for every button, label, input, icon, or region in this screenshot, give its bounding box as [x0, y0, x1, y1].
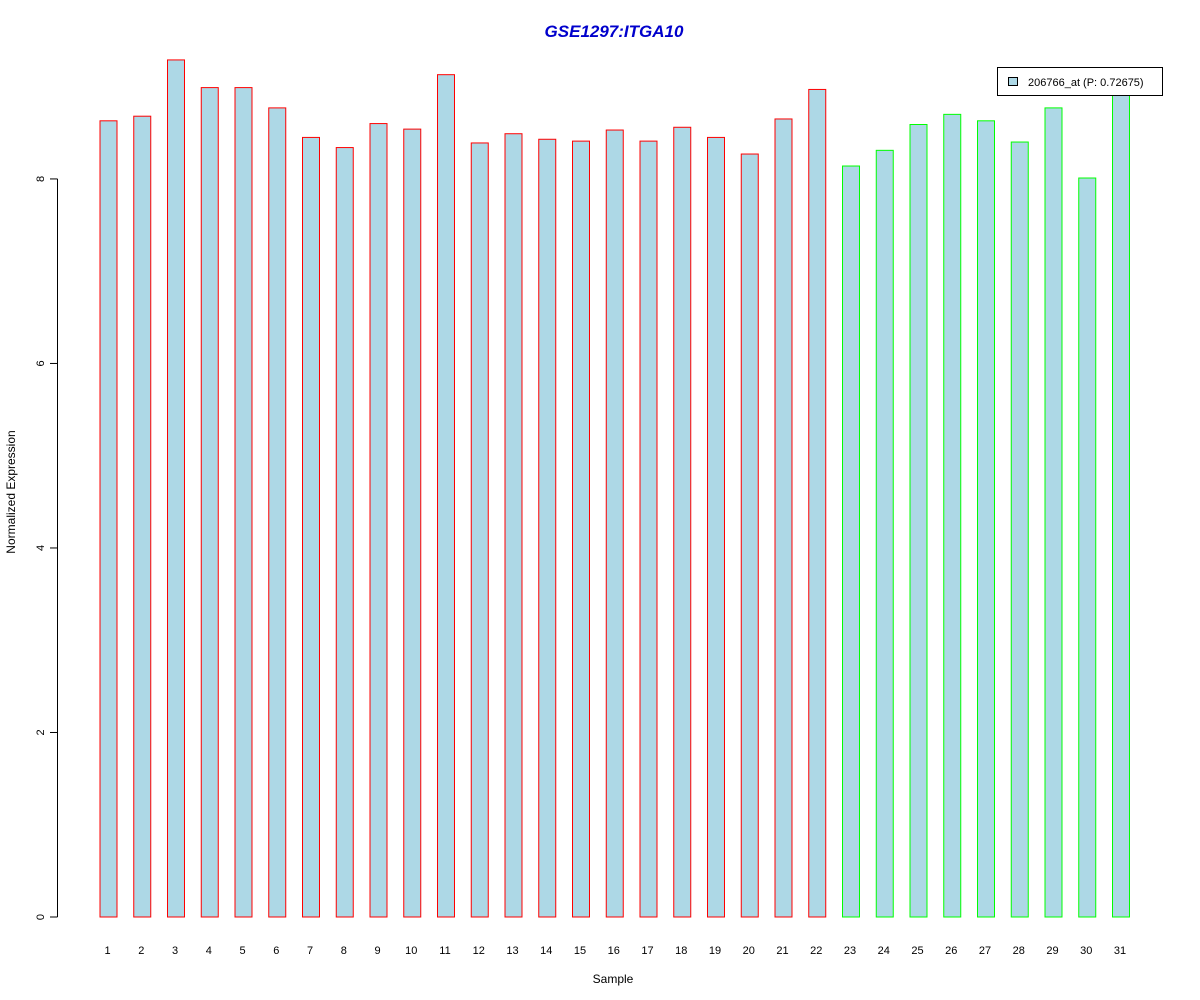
x-tick-label: 19: [709, 945, 721, 957]
x-axis-label: Sample: [593, 972, 634, 986]
x-tick-label: 18: [675, 945, 687, 957]
bar: [538, 138, 557, 918]
bar: [234, 87, 253, 918]
bar: [268, 107, 287, 918]
bar: [572, 140, 590, 918]
bar: [369, 123, 388, 918]
y-tick-label: 0: [35, 914, 47, 920]
bar: [200, 87, 219, 918]
x-tick-label: 3: [172, 945, 178, 957]
x-tick-label: 17: [641, 945, 653, 957]
bar: [808, 88, 827, 918]
x-tick-label: 16: [608, 945, 620, 957]
bar-series: [99, 59, 1130, 918]
x-tick-label: 14: [540, 945, 552, 957]
x-tick-label: 26: [945, 945, 957, 957]
bar: [774, 118, 793, 918]
bar: [740, 153, 759, 918]
x-tick-label: 29: [1046, 945, 1058, 957]
bar: [842, 165, 860, 918]
bar: [943, 113, 962, 918]
bar: [167, 59, 185, 918]
x-tick-label: 30: [1080, 945, 1092, 957]
x-tick-labels: 1 2 3 4 5 6 7 8 9 10 11 12 13 14 15 16 17 18 19 20 21 22 23 24 2…: [104, 945, 1126, 957]
x-tick-label: 9: [374, 945, 380, 957]
bar: [875, 149, 894, 918]
x-tick-label: 31: [1114, 945, 1126, 957]
y-tick-label: 2: [35, 729, 47, 735]
bar: [437, 74, 455, 918]
x-tick-label: 8: [341, 945, 347, 957]
x-tick-label: 25: [911, 945, 923, 957]
x-tick-label: 21: [776, 945, 788, 957]
legend-box: [997, 67, 1163, 96]
y-tick-label: 8: [35, 176, 47, 182]
bar: [707, 136, 725, 918]
bar: [977, 120, 995, 918]
legend: 206766_at (P: 0.72675): [997, 67, 1163, 96]
y-axis: 0 2 4 6 8: [35, 176, 58, 920]
x-tick-label: 28: [1013, 945, 1025, 957]
bar: [1010, 141, 1029, 918]
x-tick-label: 23: [844, 945, 856, 957]
bar: [1112, 92, 1130, 918]
bar: [605, 129, 624, 918]
bar: [335, 147, 354, 918]
legend-swatch: [1008, 77, 1018, 86]
x-tick-label: 11: [439, 945, 450, 957]
x-tick-label: 4: [206, 945, 212, 957]
x-tick-label: 1: [104, 945, 110, 957]
bar: [99, 120, 118, 918]
y-tick-label: 6: [35, 360, 47, 366]
bar: [403, 128, 422, 918]
x-tick-label: 5: [239, 945, 245, 957]
bar: [909, 124, 928, 918]
bar: [302, 136, 320, 918]
bar: [470, 142, 489, 918]
x-tick-label: 12: [473, 945, 485, 957]
y-axis-label: Normalized Expression: [4, 430, 18, 553]
x-tick-label: 15: [574, 945, 586, 957]
chart-title: GSE1297:ITGA10: [545, 22, 684, 41]
bar: [1044, 107, 1063, 918]
bar: [133, 115, 152, 918]
bar: [504, 133, 523, 918]
x-tick-label: 10: [405, 945, 417, 957]
x-tick-label: 7: [307, 945, 313, 957]
bar: [639, 140, 658, 918]
x-tick-label: 2: [138, 945, 144, 957]
x-tick-label: 24: [878, 945, 890, 957]
legend-entry-label: 206766_at (P: 0.72675): [1028, 77, 1144, 89]
y-tick-label: 4: [35, 545, 47, 551]
x-tick-label: 27: [979, 945, 991, 957]
x-tick-label: 20: [743, 945, 755, 957]
bar: [673, 126, 692, 918]
bar: [1078, 177, 1097, 918]
x-tick-label: 22: [810, 945, 822, 957]
x-tick-label: 13: [506, 945, 518, 957]
x-tick-label: 6: [273, 945, 279, 957]
